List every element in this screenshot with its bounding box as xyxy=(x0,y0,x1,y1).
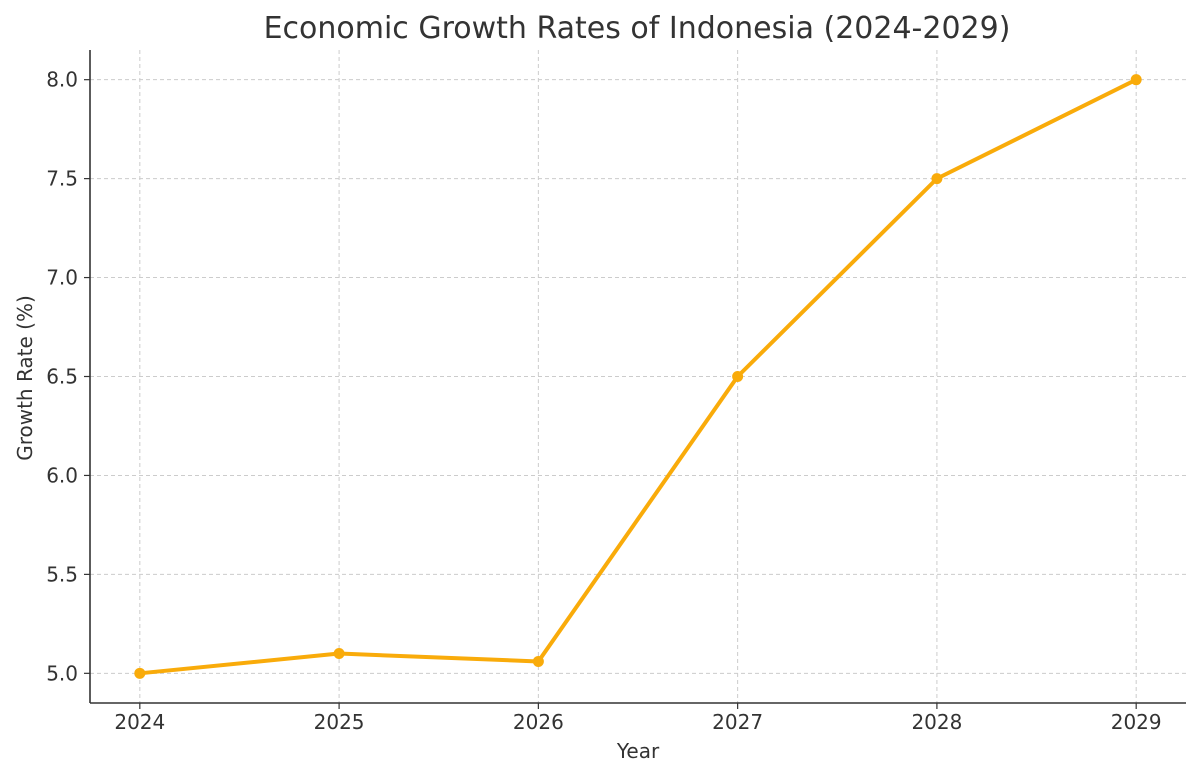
y-ticks: 5.0 5.5 6.0 6.5 7.0 7.5 8.0 xyxy=(46,68,90,685)
chart-title: Economic Growth Rates of Indonesia (2024… xyxy=(264,11,1011,46)
series-group xyxy=(134,74,1142,679)
series-line xyxy=(137,77,1139,676)
data-point xyxy=(931,173,943,185)
y-tick-label: 7.5 xyxy=(46,167,78,191)
data-point xyxy=(732,371,744,382)
x-tick-label: 2027 xyxy=(712,710,763,734)
x-tick-label: 2028 xyxy=(911,710,962,734)
y-tick-label: 6.0 xyxy=(46,463,78,487)
y-tick-label: 7.0 xyxy=(46,266,78,290)
y-axis-label: Growth Rate (%) xyxy=(13,295,37,461)
x-ticks: 2024 2025 2026 2027 2028 2029 xyxy=(114,703,1162,734)
x-tick-label: 2024 xyxy=(114,710,165,734)
y-tick-label: 8.0 xyxy=(46,68,78,92)
y-tick-label: 6.5 xyxy=(46,365,78,389)
data-point xyxy=(532,655,544,667)
data-point xyxy=(134,667,146,679)
x-tick-label: 2025 xyxy=(314,710,365,734)
data-point xyxy=(1130,74,1142,86)
data-point xyxy=(333,648,345,660)
x-axis-label: Year xyxy=(616,739,660,763)
x-tick-label: 2029 xyxy=(1111,710,1162,734)
y-tick-label: 5.5 xyxy=(46,562,78,586)
x-tick-label: 2026 xyxy=(513,710,564,734)
grid xyxy=(90,50,1186,703)
y-tick-label: 5.0 xyxy=(46,661,78,685)
